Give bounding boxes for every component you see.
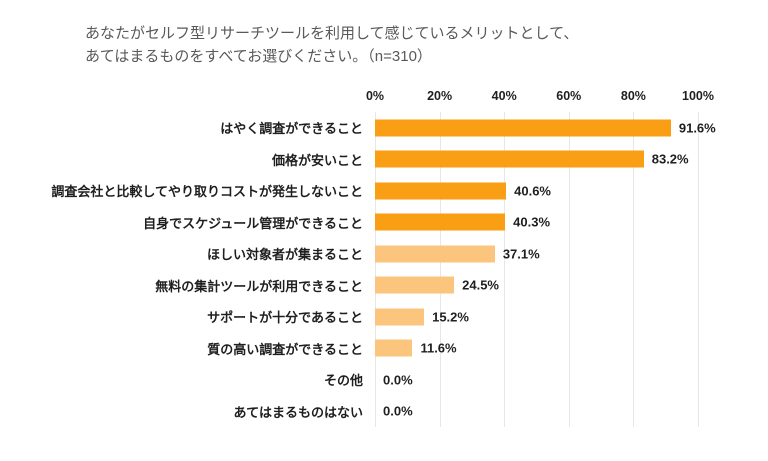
bar-chart: 0% 20% 40% 60% 80% 100% はやく調査ができること 91.6% 価格が安い… [0, 85, 768, 427]
value-label: 0.0% [383, 403, 413, 419]
category-label: ほしい対象者が集まること [206, 247, 363, 263]
category-label: はやく調査ができること [220, 121, 363, 137]
bar [375, 182, 507, 200]
gridline [633, 112, 635, 427]
value-label: 91.6% [678, 120, 716, 136]
category-label: サポートが十分であること [207, 310, 363, 326]
bar-row: あてはまるものはない 0.0% [0, 396, 768, 428]
gridline [698, 112, 699, 427]
category-label: あてはまるものはない [233, 404, 363, 420]
bar-row: 無料の集計ツールが利用できること 24.5% [0, 270, 768, 302]
bar-rows: はやく調査ができること 91.6% 価格が安いこと 83.2% 調査会社と比較してやり取… [0, 112, 768, 427]
bar-row: ほしい対象者が集まること 37.1% [0, 238, 768, 270]
value-label: 83.2% [651, 151, 689, 167]
chart-title-line2: あてはまるものをすべてお選びください。（n=310） [85, 48, 432, 65]
x-axis-tick: 100% [682, 89, 714, 103]
bar-track: 11.6% [375, 333, 768, 365]
value-label: 0.0% [383, 372, 413, 388]
bar [375, 119, 671, 137]
bar [375, 213, 506, 231]
chart-title: あなたがセルフ型リサーチツールを利用して感じているメリットとして、 あてはまるも… [85, 22, 725, 68]
category-label: 無料の集計ツールが利用できること [155, 278, 363, 294]
bar-track: 91.6% [375, 112, 768, 144]
bar [375, 150, 644, 168]
x-axis: 0% 20% 40% 60% 80% 100% [0, 85, 768, 112]
x-axis-tick: 20% [427, 89, 453, 103]
bar-track: 0.0% [375, 396, 768, 428]
category-label: 質の高い調査ができること [207, 341, 363, 357]
gridline [504, 112, 506, 427]
bar-track: 15.2% [375, 301, 768, 333]
value-label: 24.5% [462, 277, 499, 293]
plot-area: はやく調査ができること 91.6% 価格が安いこと 83.2% 調査会社と比較してやり取… [0, 112, 768, 427]
gridline [375, 112, 376, 427]
bar-track: 24.5% [375, 270, 768, 302]
value-label: 40.6% [514, 183, 551, 199]
category-label: 調査会社と比較してやり取りコストが発生しないこと [51, 184, 363, 200]
gridline [568, 112, 570, 427]
bar-row: 自身でスケジュール管理ができること 40.3% [0, 207, 768, 239]
x-axis-tick: 80% [620, 89, 646, 103]
bar-track: 0.0% [375, 364, 768, 396]
bar-row: 質の高い調査ができること 11.6% [0, 333, 768, 365]
bar-track: 83.2% [375, 144, 768, 176]
category-label: 自身でスケジュール管理ができること [143, 215, 363, 231]
bar-track: 40.3% [375, 207, 768, 239]
bar-row: 調査会社と比較してやり取りコストが発生しないこと 40.6% [0, 175, 768, 207]
value-label: 40.3% [513, 214, 551, 230]
bar-row: サポートが十分であること 15.2% [0, 301, 768, 333]
x-axis-tick: 60% [556, 89, 582, 103]
bar [375, 339, 413, 357]
value-label: 11.6% [420, 340, 457, 356]
value-label: 15.2% [432, 309, 469, 325]
chart-title-line1: あなたがセルフ型リサーチツールを利用して感じているメリットとして、 [85, 25, 579, 42]
bar [375, 245, 495, 263]
bar-track: 40.6% [375, 175, 768, 207]
gridline [439, 112, 441, 427]
bar [375, 276, 455, 294]
value-label: 37.1% [502, 246, 540, 262]
x-axis-tick: 40% [491, 89, 517, 103]
category-label: 価格が安いこと [271, 152, 363, 168]
bar [375, 308, 425, 326]
bar-track: 37.1% [375, 238, 768, 270]
bar-row: 価格が安いこと 83.2% [0, 144, 768, 176]
bar-row: その他 0.0% [0, 364, 768, 396]
bar-row: はやく調査ができること 91.6% [0, 112, 768, 144]
x-axis-tick: 0% [365, 89, 385, 103]
category-label: その他 [323, 373, 363, 389]
